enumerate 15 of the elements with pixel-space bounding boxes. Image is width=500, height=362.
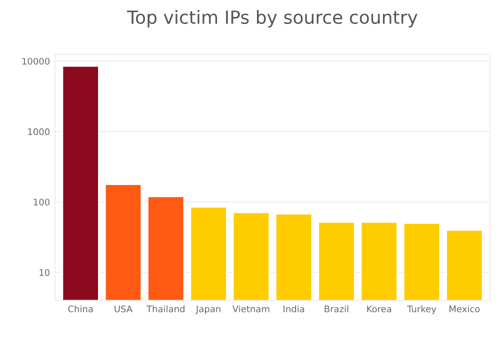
y-tick-label: 1000 [28,128,50,136]
x-tick-label: Vietnam [232,305,270,312]
x-tick-label: Turkey [407,305,436,314]
x-tick-label: Brazil [324,305,348,312]
x-tick-label: India [284,305,304,312]
x-tick-label: Mexico [450,305,480,312]
chart-title: Top victim IPs by source country [126,10,418,28]
x-tick-label: Korea [367,306,392,312]
x-tick-label: USA [114,305,132,312]
x-tick-label: Japan [195,306,220,314]
y-tick-label: 10 [40,269,50,276]
x-tick-label: China [68,305,93,312]
y-tick-label: 100 [34,198,50,206]
x-tick-label: Thailand [146,305,184,312]
y-tick-label: 10000 [22,58,50,65]
